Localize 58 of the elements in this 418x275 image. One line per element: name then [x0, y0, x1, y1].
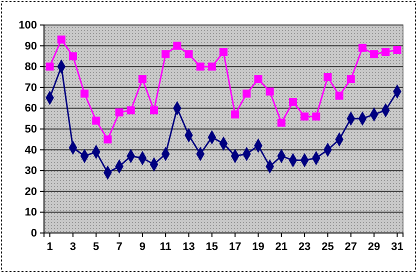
- point: [208, 62, 216, 71]
- x-tick-label: 25: [322, 240, 334, 253]
- point: [266, 88, 274, 96]
- x-tick-label: 9: [139, 240, 146, 253]
- x-tick-label: 11: [160, 240, 172, 253]
- point: [80, 90, 89, 98]
- point: [115, 108, 124, 116]
- point: [92, 116, 100, 125]
- y-tick-label: 0: [30, 228, 37, 240]
- point: [300, 112, 309, 121]
- x-tick-label: 19: [252, 240, 264, 253]
- point: [196, 62, 204, 71]
- x-tick-label: 21: [275, 240, 288, 253]
- point: [184, 50, 193, 58]
- point: [288, 98, 297, 106]
- y-tick-label: 80: [24, 61, 37, 74]
- x-tick-label: 29: [368, 240, 380, 253]
- x-tick-label: 15: [206, 240, 218, 253]
- y-tick-label: 90: [24, 40, 37, 52]
- x-tick-label: 27: [344, 240, 358, 253]
- y-tick-label: 40: [24, 144, 37, 156]
- point: [138, 75, 146, 84]
- point: [57, 36, 66, 44]
- point: [370, 50, 378, 58]
- y-tick-label: 60: [24, 102, 37, 115]
- y-tick-label: 50: [24, 124, 37, 136]
- point: [126, 106, 135, 114]
- point: [231, 110, 240, 118]
- point: [358, 44, 366, 52]
- point: [46, 62, 54, 71]
- point: [254, 75, 262, 84]
- y-tick-label: 100: [18, 20, 37, 32]
- point: [277, 118, 286, 127]
- x-tick-label: 5: [93, 240, 100, 253]
- point: [173, 42, 182, 50]
- x-tick-label: 17: [228, 240, 242, 253]
- x-tick-label: 13: [182, 240, 195, 253]
- point: [393, 46, 402, 54]
- point: [242, 90, 251, 98]
- point: [382, 48, 390, 56]
- point: [162, 50, 170, 58]
- x-tick-label: 31: [391, 240, 404, 253]
- x-tick-label: 1: [46, 240, 53, 253]
- y-tick-label: 20: [24, 186, 37, 198]
- x-tick-label: 23: [298, 240, 311, 253]
- point: [220, 48, 228, 56]
- point: [150, 106, 158, 114]
- point: [324, 73, 332, 81]
- y-tick-label: 30: [24, 165, 37, 178]
- y-tick-label: 70: [24, 82, 37, 94]
- x-tick-label: 3: [70, 240, 76, 253]
- x-tick-label: 7: [116, 240, 122, 253]
- point: [104, 135, 112, 144]
- point: [312, 112, 320, 121]
- point: [68, 52, 77, 60]
- point: [335, 92, 344, 100]
- point: [346, 75, 355, 84]
- y-tick-label: 10: [24, 206, 37, 219]
